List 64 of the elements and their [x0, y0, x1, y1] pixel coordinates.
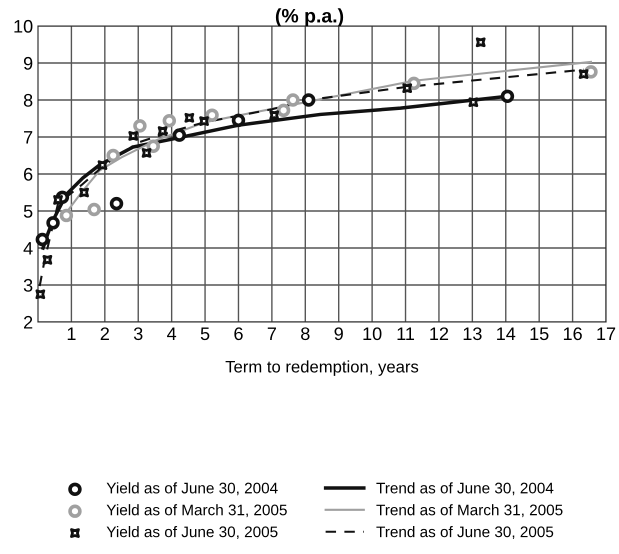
- point: [46, 216, 60, 230]
- point: [276, 104, 290, 118]
- point: [162, 114, 176, 128]
- point: [35, 289, 46, 300]
- point: [142, 148, 152, 158]
- x-tick-label: 14: [497, 328, 516, 340]
- point: [60, 208, 74, 222]
- x-tick-label: 6: [234, 327, 243, 340]
- y-tick-label: 3: [24, 278, 32, 292]
- x-tick-label: 1: [68, 328, 76, 340]
- x-tick-label: 3: [134, 327, 142, 340]
- point: [146, 140, 160, 153]
- y-tick-label: 7: [24, 131, 32, 144]
- point: [302, 93, 316, 107]
- x-tick-label: 12: [430, 327, 448, 340]
- x-tick-label: 4: [167, 328, 176, 340]
- x-tick-label: 5: [200, 328, 210, 340]
- x-tick-label: 17: [597, 328, 616, 340]
- x-tick-label: 8: [301, 327, 310, 340]
- x-axis-title: Term to redemption, years: [226, 360, 418, 376]
- point: [578, 69, 588, 79]
- point: [205, 108, 219, 122]
- y-tick-label: 4: [24, 242, 33, 255]
- point: [468, 97, 478, 108]
- point: [476, 37, 486, 48]
- point: [402, 83, 412, 94]
- point: [87, 202, 101, 216]
- y-tick-label: 9: [24, 56, 32, 70]
- point: [269, 110, 280, 120]
- legend-label: Trend as of June 30, 2004: [376, 482, 554, 496]
- legend-label: Yield as of June 30, 2004: [106, 482, 278, 496]
- point: [98, 160, 108, 170]
- legend-label: Trend as of June 30, 2005: [376, 526, 554, 540]
- legend-label: Yield as of June 30, 2005: [106, 526, 278, 540]
- x-tick-label: 13: [464, 327, 482, 340]
- point: [79, 188, 89, 198]
- point: [500, 90, 514, 104]
- point: [172, 128, 186, 142]
- point: [133, 119, 147, 133]
- point: [110, 196, 124, 210]
- y-tick-label: 2: [24, 316, 32, 329]
- y-tick-label: 6: [24, 168, 32, 181]
- point: [128, 131, 138, 141]
- point: [158, 126, 168, 136]
- point: [42, 254, 52, 265]
- x-tick-label: 16: [564, 327, 582, 340]
- legend-label: Yield as of March 31, 2005: [106, 504, 287, 518]
- x-tick-label: 11: [398, 328, 414, 340]
- point: [232, 114, 246, 128]
- x-tick-label: 7: [268, 328, 276, 340]
- y-tick-label: 5: [24, 205, 32, 218]
- x-tick-label: 15: [530, 328, 548, 340]
- x-tick-label: 9: [334, 327, 343, 340]
- point: [199, 116, 209, 126]
- point: [106, 148, 120, 162]
- y-tick-label: 8: [24, 94, 32, 107]
- chart-title: (% p.a.): [276, 8, 344, 26]
- x-tick-label: 10: [363, 327, 382, 340]
- y-tick-label: 10: [14, 20, 32, 33]
- point: [184, 112, 194, 123]
- x-tick-label: 2: [100, 327, 109, 340]
- point: [36, 232, 50, 246]
- point: [286, 93, 300, 107]
- legend-label: Trend as of March 31, 2005: [376, 504, 563, 518]
